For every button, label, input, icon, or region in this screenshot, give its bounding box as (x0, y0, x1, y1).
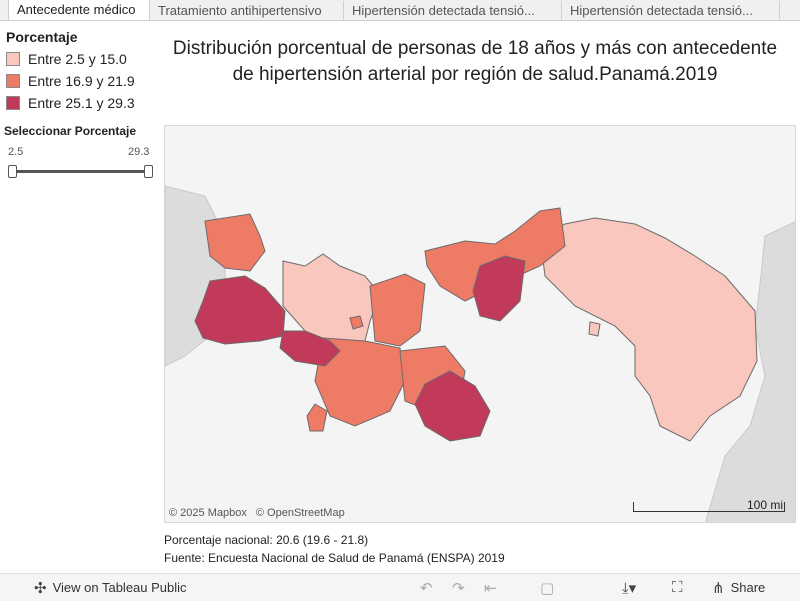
map-region-high-azuero-south[interactable] (279, 330, 341, 367)
map-attribution: © 2025 Mapbox © OpenStreetMap (169, 507, 351, 519)
tableau-logo-icon: ✣ (34, 579, 47, 597)
share-button[interactable]: ⋔ Share (712, 574, 765, 601)
revert-button[interactable]: ⇤ (484, 574, 503, 601)
map-scale-bar (633, 502, 785, 512)
slider-title: Seleccionar Porcentaje (4, 124, 137, 138)
tab-antecedente-medico[interactable]: Antecedente médico (8, 0, 150, 20)
map-region-mid-island[interactable] (306, 403, 328, 432)
share-label: Share (730, 580, 766, 595)
choropleth-map[interactable]: © 2025 Mapbox © OpenStreetMap 100 mi (164, 125, 796, 523)
map-region-mid-panama-west[interactable] (314, 337, 406, 427)
map-region-high-chiriqui[interactable] (194, 275, 286, 345)
tableau-toolbar: ✣ View on Tableau Public ↶ ↷ ⇤ ▢ ⤓▾ ⛶ ⋔ … (0, 573, 800, 601)
pause-icon: ▢ (540, 579, 555, 597)
map-region-high-los-santos[interactable] (414, 370, 491, 442)
legend-label-mid: Entre 16.9 y 21.9 (28, 73, 135, 89)
map-island-2[interactable] (349, 315, 364, 330)
share-icon: ⋔ (712, 579, 725, 597)
slider-max-label: 29.3 (128, 146, 150, 158)
legend-item-high[interactable]: Entre 25.1 y 29.3 (6, 95, 135, 111)
map-region-mid-cocle[interactable] (369, 273, 426, 347)
tab-tratamiento-antihipertensivo[interactable]: Tratamiento antihipertensivo (150, 1, 344, 20)
download-icon: ⤓▾ (622, 579, 637, 597)
legend-item-mid[interactable]: Entre 16.9 y 21.9 (6, 73, 135, 89)
revert-icon: ⇤ (484, 579, 497, 597)
map-land-colombia (705, 221, 795, 522)
redo-button[interactable]: ↷ (452, 574, 471, 601)
openstreetmap-attribution[interactable]: © OpenStreetMap (255, 507, 345, 519)
map-region-low-darien[interactable] (539, 217, 758, 442)
slider-min-handle[interactable] (8, 165, 17, 178)
legend-swatch-mid (6, 74, 20, 88)
map-region-high-san-miguelito[interactable] (472, 255, 526, 322)
view-on-tableau-public-link[interactable]: ✣ View on Tableau Public (34, 574, 187, 601)
download-button[interactable]: ⤓▾ (622, 574, 642, 601)
legend-title: Porcentaje (6, 29, 78, 45)
undo-icon: ↶ (420, 579, 433, 597)
mapbox-attribution[interactable]: © 2025 Mapbox (169, 507, 247, 519)
map-scale-label: 100 mi (746, 498, 783, 512)
slider-min-label: 2.5 (8, 146, 24, 158)
legend-label-high: Entre 25.1 y 29.3 (28, 95, 135, 111)
slider-max-handle[interactable] (144, 165, 153, 178)
legend-swatch-low (6, 52, 20, 66)
view-on-tableau-public-label: View on Tableau Public (52, 580, 187, 595)
undo-button[interactable]: ↶ (420, 574, 439, 601)
map-region-low-veraguas-north[interactable] (282, 253, 381, 342)
fullscreen-icon: ⛶ (672, 579, 683, 596)
map-island-1[interactable] (588, 321, 601, 337)
tab-hipertension-detectada-1[interactable]: Hipertensión detectada tensió... (344, 1, 562, 20)
fullscreen-button[interactable]: ⛶ (672, 574, 689, 601)
map-region-mid-colon[interactable] (424, 207, 566, 302)
map-region-mid-bocas[interactable] (204, 213, 266, 272)
map-canvas (165, 185, 795, 522)
pause-button[interactable]: ▢ (540, 574, 560, 601)
legend-label-low: Entre 2.5 y 15.0 (28, 51, 127, 67)
data-source: Fuente: Encuesta Nacional de Salud de Pa… (164, 551, 505, 565)
national-percentage: Porcentaje nacional: 20.6 (19.6 - 21.8) (164, 533, 369, 547)
tab-bar: Antecedente médico Tratamiento antihiper… (0, 0, 800, 21)
legend-item-low[interactable]: Entre 2.5 y 15.0 (6, 51, 127, 67)
legend-swatch-high (6, 96, 20, 110)
redo-icon: ↷ (452, 579, 465, 597)
page-title: Distribución porcentual de personas de 1… (172, 38, 778, 85)
range-slider-track[interactable] (12, 170, 149, 173)
tab-hipertension-detectada-2[interactable]: Hipertensión detectada tensió... (562, 1, 780, 20)
